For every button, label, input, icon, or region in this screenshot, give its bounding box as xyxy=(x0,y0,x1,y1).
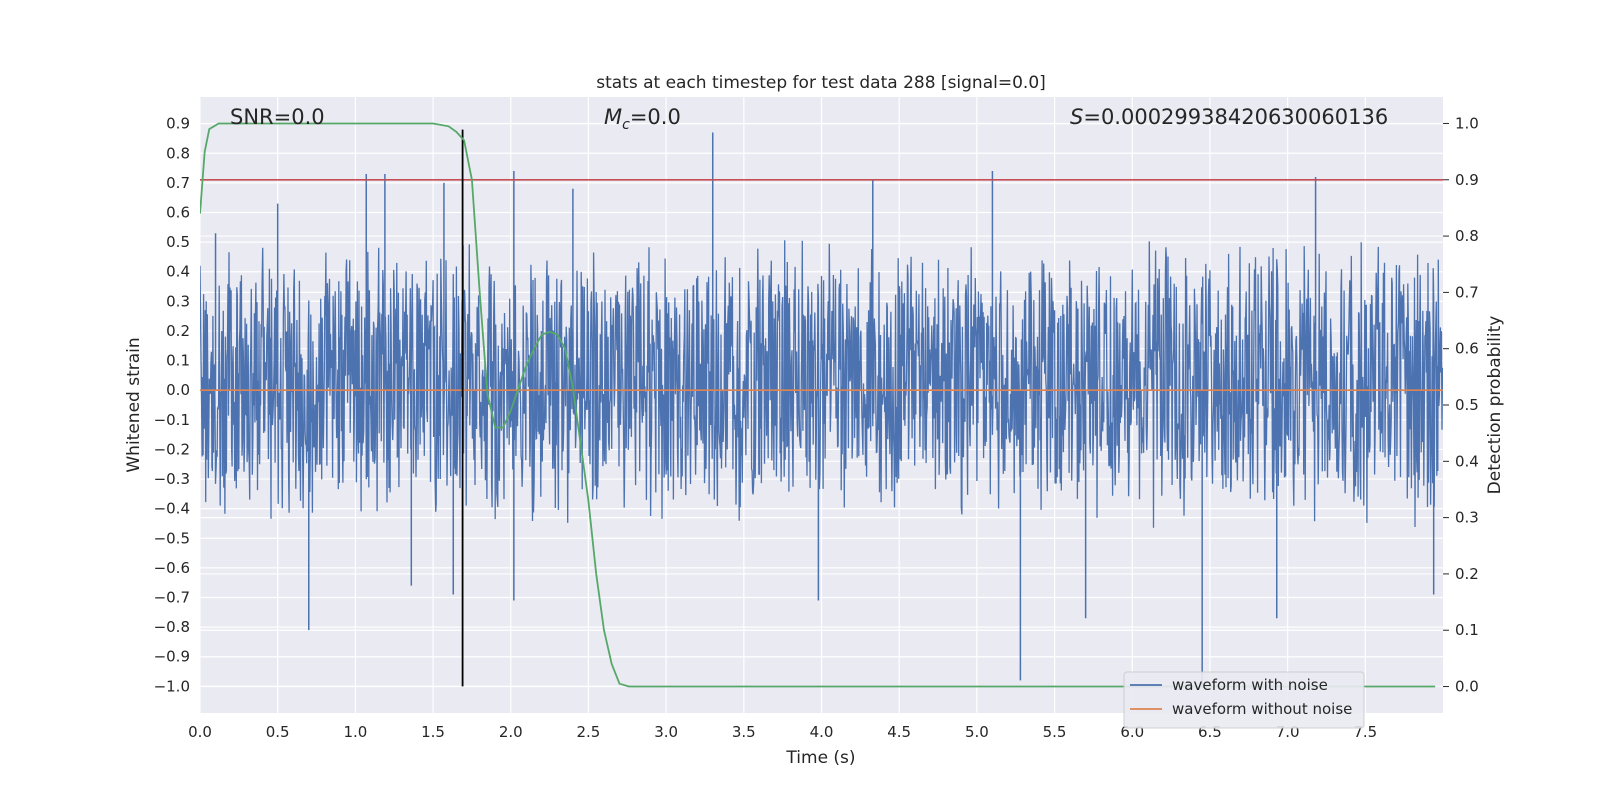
y-right-tick-label: 0.7 xyxy=(1455,283,1479,301)
y-tick-label: 0.5 xyxy=(166,233,190,251)
y-tick-label: 0.3 xyxy=(166,292,190,310)
detection-probability-line xyxy=(200,122,1436,688)
y-tick-label: 0.7 xyxy=(166,174,190,192)
chirp-mass-value: =0.0 xyxy=(630,105,681,129)
y-axis-right-label: Detection probability xyxy=(1485,316,1505,495)
chirp-mass-subscript: c xyxy=(622,117,630,133)
score-value: =0.00029938420630060136 xyxy=(1083,105,1388,129)
x-tick-label: 0.0 xyxy=(188,723,212,741)
noise-waveform-line xyxy=(200,240,1443,528)
y-tick-label: −0.6 xyxy=(154,559,190,577)
y-axis-right-ticks: 1.0 0.9 0.8 0.7 0.6 0.5 0.4 0.3 0.2 0.1 0.0 xyxy=(1443,114,1479,696)
y-right-tick-label: 0.6 xyxy=(1455,340,1479,358)
y-right-tick-label: 0.4 xyxy=(1455,452,1479,470)
y-tick-label: 0.2 xyxy=(166,322,190,340)
y-tick-label: −0.3 xyxy=(154,470,190,488)
y-right-tick-label: 0.2 xyxy=(1455,565,1479,583)
x-tick-label: 0.5 xyxy=(266,723,290,741)
score-symbol: S xyxy=(1070,105,1083,129)
y-tick-label: 0.1 xyxy=(166,352,190,370)
y-right-tick-label: 0.9 xyxy=(1455,171,1479,189)
y-right-tick-label: 0.3 xyxy=(1455,509,1479,527)
y-right-tick-label: 0.5 xyxy=(1455,396,1479,414)
y-tick-label: −0.4 xyxy=(154,500,190,518)
y-axis-left-ticks: 0.9 0.8 0.7 0.6 0.5 0.4 0.3 0.2 0.1 0.0 −0.1 −0.2 −0… xyxy=(154,115,190,696)
x-tick-label: 5.0 xyxy=(965,723,989,741)
y-tick-label: 0.4 xyxy=(166,263,190,281)
y-tick-label: 0.9 xyxy=(166,115,190,133)
x-tick-label: 5.5 xyxy=(1043,723,1067,741)
x-tick-label: 4.5 xyxy=(887,723,911,741)
legend-label-noise: waveform with noise xyxy=(1172,676,1328,694)
y-tick-label: −0.8 xyxy=(154,618,190,636)
y-right-tick-label: 0.1 xyxy=(1455,621,1479,639)
y-tick-label: −0.7 xyxy=(154,589,190,607)
x-axis-label: Time (s) xyxy=(785,748,855,768)
x-tick-label: 1.5 xyxy=(421,723,445,741)
chart-title: stats at each timestep for test data 288… xyxy=(596,73,1046,93)
overlay-lines xyxy=(200,122,1443,688)
y-tick-label: −0.5 xyxy=(154,529,190,547)
legend-label-clean: waveform without noise xyxy=(1172,700,1352,718)
score-annotation: S=0.00029938420630060136 xyxy=(1070,105,1388,129)
y-tick-label: −0.9 xyxy=(154,648,190,666)
snr-annotation: SNR=0.0 xyxy=(230,105,325,129)
y-tick-label: −1.0 xyxy=(154,677,190,695)
x-tick-label: 4.0 xyxy=(810,723,834,741)
legend-box xyxy=(1123,671,1365,729)
y-tick-label: 0.0 xyxy=(166,381,190,399)
y-right-tick-label: 0.8 xyxy=(1455,227,1479,245)
y-right-tick-label: 1.0 xyxy=(1455,114,1479,132)
noise-waveform-series xyxy=(200,132,1443,687)
x-tick-label: 3.0 xyxy=(654,723,678,741)
x-tick-label: 2.0 xyxy=(499,723,523,741)
y-right-tick-label: 0.0 xyxy=(1455,678,1479,696)
x-tick-label: 1.0 xyxy=(343,723,367,741)
y-axis-label: Whitened strain xyxy=(124,337,144,472)
y-tick-label: −0.2 xyxy=(154,440,190,458)
y-tick-label: 0.6 xyxy=(166,204,190,222)
legend: waveform with noise waveform without noi… xyxy=(1123,671,1365,729)
x-tick-label: 3.5 xyxy=(732,723,756,741)
y-tick-label: 0.8 xyxy=(166,144,190,162)
chirp-mass-symbol: M xyxy=(604,105,622,129)
chirp-mass-annotation: Mc=0.0 xyxy=(604,105,681,133)
y-tick-label: −0.1 xyxy=(154,411,190,429)
x-tick-label: 2.5 xyxy=(577,723,601,741)
